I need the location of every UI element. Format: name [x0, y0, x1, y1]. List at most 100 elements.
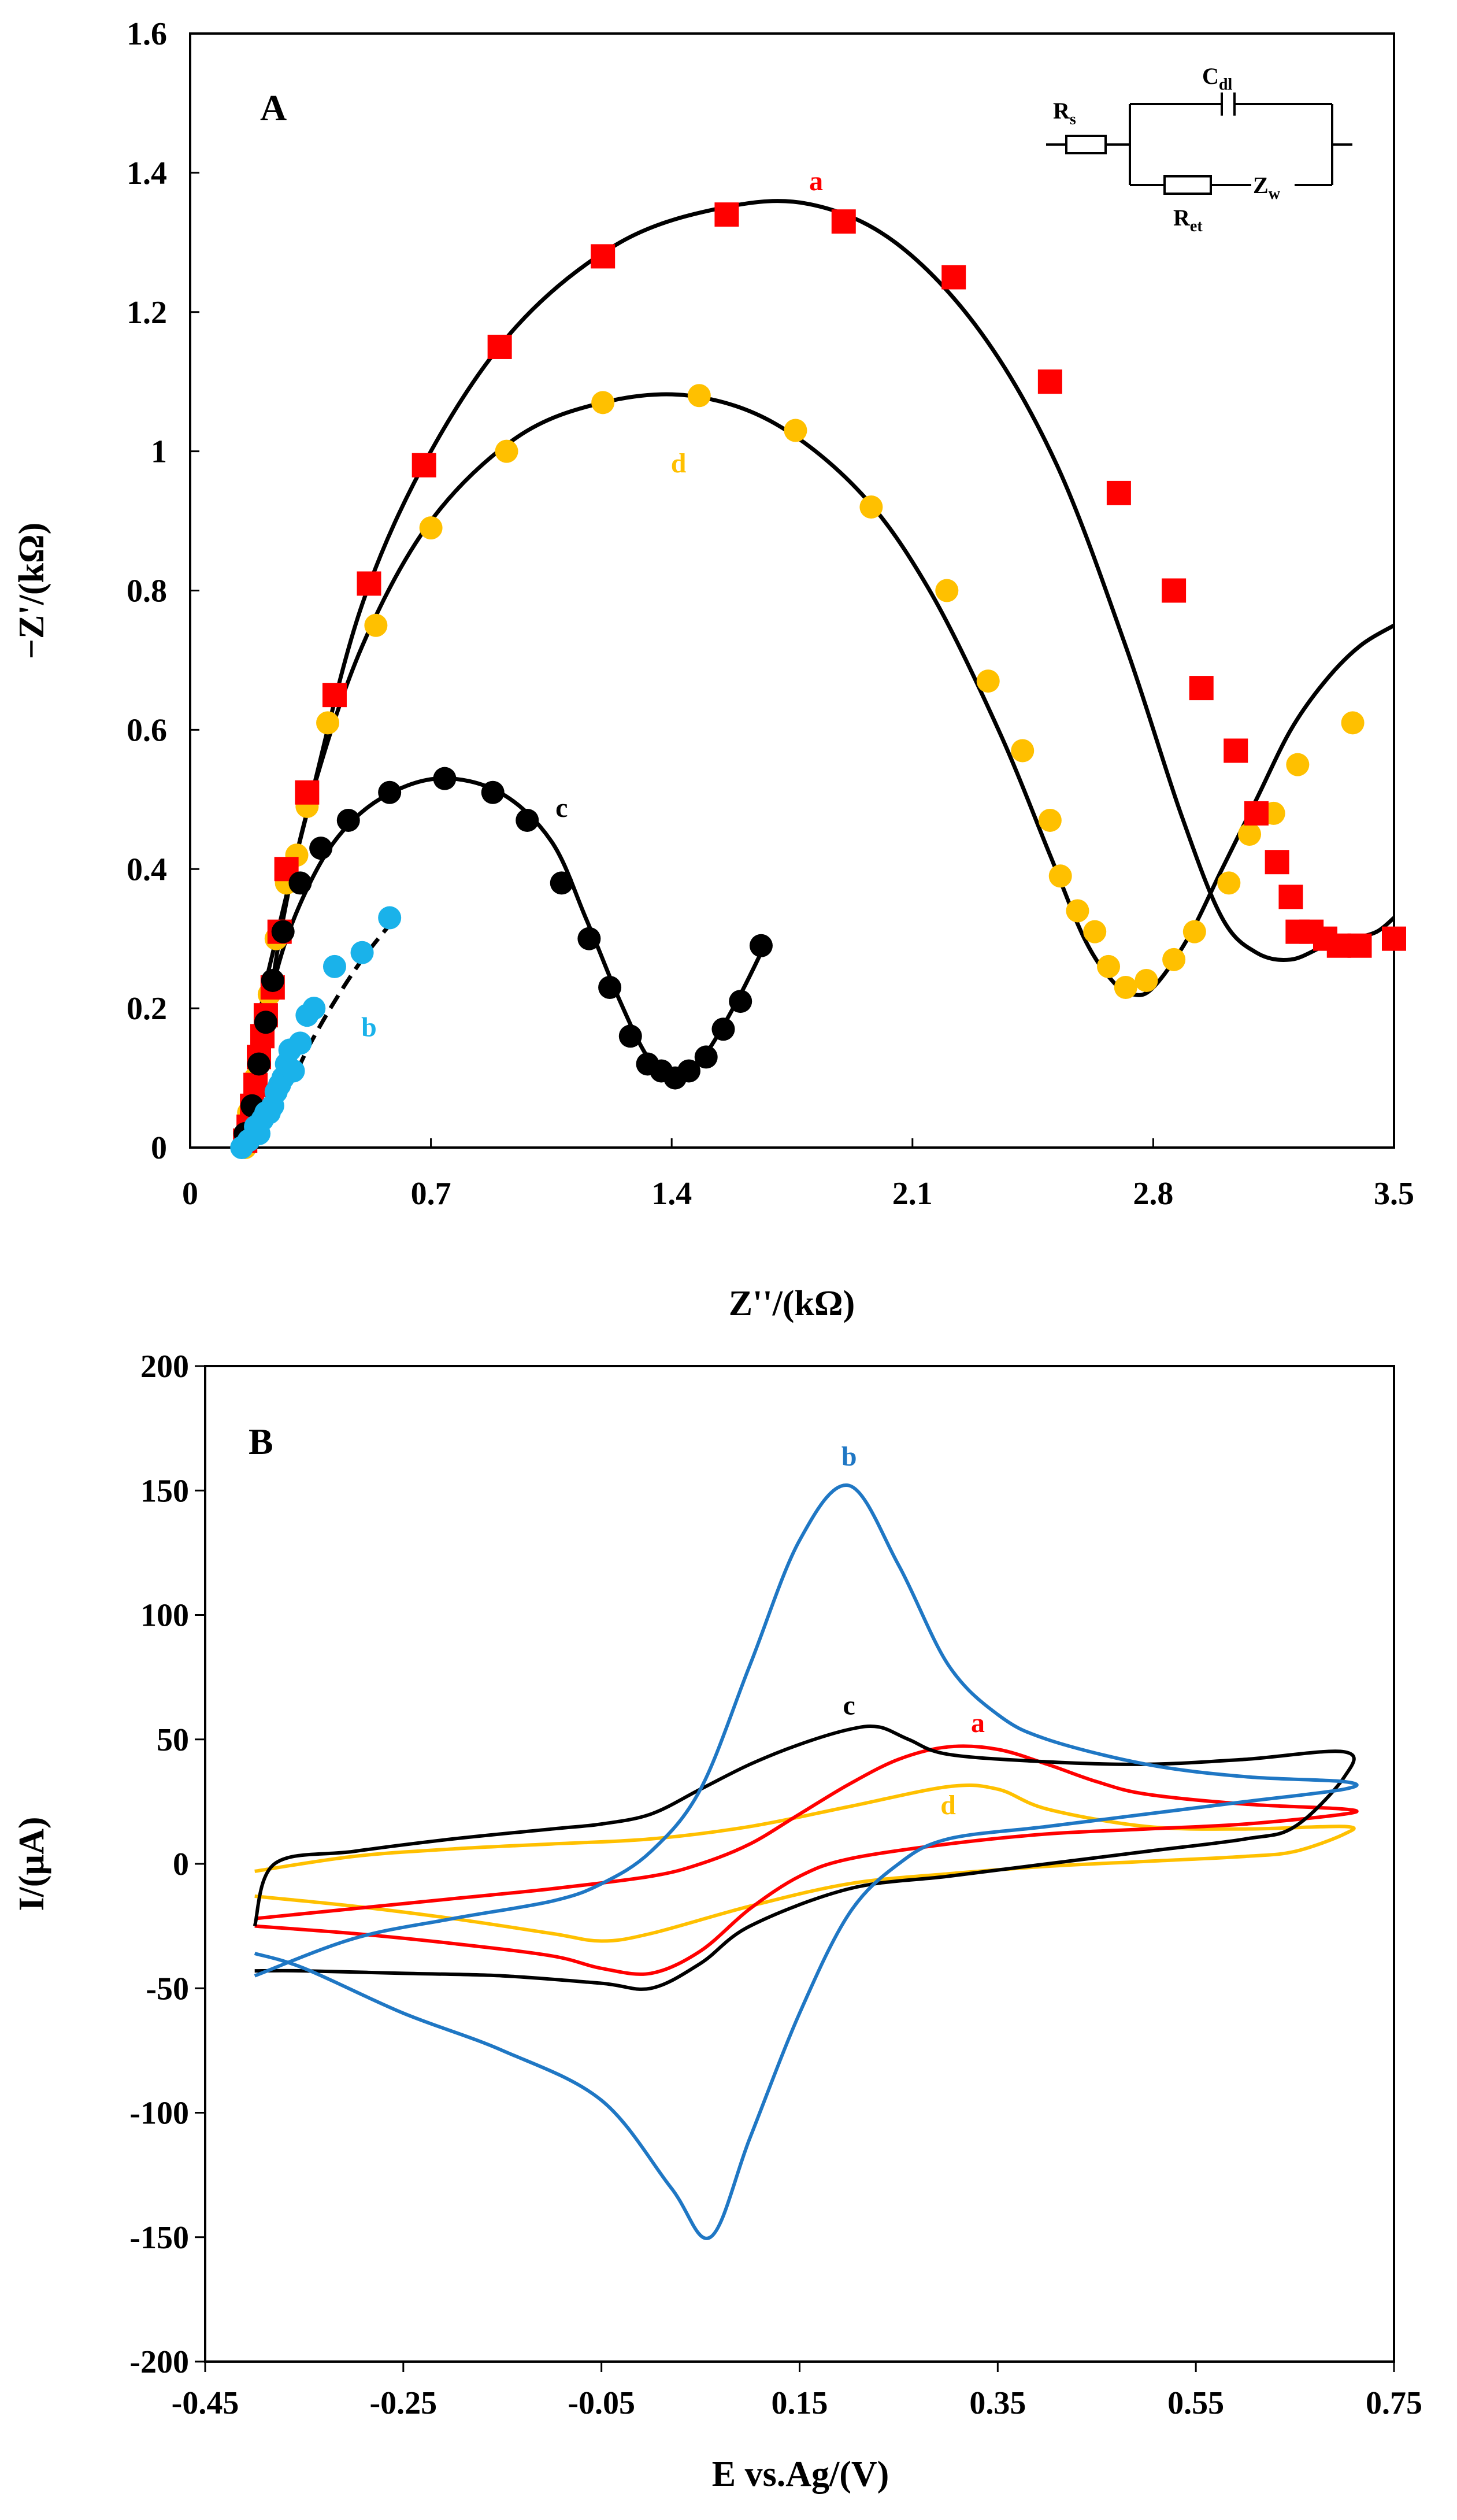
circuit-ret-main: R	[1173, 205, 1191, 231]
series-d-point	[859, 495, 883, 519]
series-d-point	[1286, 753, 1310, 776]
a-y-tick-label: 0.8	[127, 573, 167, 609]
series-d-point	[1341, 711, 1365, 735]
series-a-point	[714, 202, 739, 227]
series-d-point	[1217, 871, 1241, 895]
series-c-point	[433, 767, 457, 790]
impedance-panel: 0 0.2 0.4 0.6 0.8 1 1.2 1.4 1.6 0 0.7 1.4 2.1 2.8 3.5…	[12, 16, 1414, 1323]
a-y-tick-label: 1.4	[127, 156, 167, 191]
series-c-point	[288, 871, 312, 895]
series-c-point	[336, 808, 360, 832]
b-y-tick-label: 150	[140, 1473, 189, 1509]
b-y-tick-label: -100	[129, 2096, 189, 2132]
circuit-ret-sub: et	[1190, 217, 1203, 235]
series-b-point	[281, 1059, 305, 1083]
series-d-point	[591, 391, 615, 415]
resistor-rs-symbol	[1065, 135, 1107, 154]
series-a-label: a	[809, 166, 823, 197]
b-x-tick-label: 0.35	[969, 2385, 1026, 2421]
series-b-point	[350, 941, 374, 964]
b-y-tick-label: 0	[173, 1846, 189, 1882]
series-d-point	[495, 439, 518, 463]
cv-series-a-label: a	[971, 1708, 985, 1738]
series-c-point	[309, 837, 333, 860]
cv-curve-a	[254, 1744, 1359, 1976]
series-a-point	[831, 209, 856, 234]
series-d-point	[1038, 808, 1062, 832]
circuit-rs-sub: s	[1070, 110, 1076, 128]
series-a-point	[1189, 676, 1214, 701]
series-c-point	[577, 927, 601, 950]
series-d-point	[1097, 954, 1121, 978]
series-d-point	[1066, 899, 1089, 923]
panel-b-plot-frame	[204, 1365, 1395, 2363]
series-a-point	[295, 780, 320, 805]
panel-a-label: A	[260, 87, 287, 128]
series-a-point	[1244, 801, 1269, 826]
b-x-tick-label: -0.25	[370, 2385, 438, 2421]
series-a-point	[1106, 480, 1131, 505]
series-d-point	[1114, 975, 1137, 999]
b-y-tick-label: 100	[140, 1598, 189, 1634]
circuit-cdl-main: C	[1202, 63, 1219, 89]
b-y-tick-label: -150	[129, 2220, 189, 2256]
a-y-tick-label: 0.6	[127, 712, 167, 748]
series-a-point	[1382, 926, 1406, 951]
circuit-label-cdl: Cdl	[1202, 63, 1232, 94]
series-b-point	[322, 954, 346, 978]
series-d-point	[1011, 739, 1035, 763]
circuit-zw-sub: w	[1269, 185, 1281, 203]
series-a-point	[1037, 369, 1062, 394]
panel-b-label: B	[249, 1421, 273, 1462]
a-x-tick-label: 3.5	[1374, 1176, 1414, 1212]
panel-b-x-ticks: -0.45 -0.25 -0.05 0.15 0.35 0.55 0.75	[172, 2362, 1422, 2421]
series-a-point	[243, 1072, 268, 1097]
series-a-point	[1162, 578, 1187, 603]
series-c-point	[598, 975, 622, 999]
a-y-tick-label: 0.4	[127, 852, 167, 887]
series-c-point	[677, 1059, 700, 1083]
series-b-label: b	[361, 1012, 377, 1042]
panel-a-series-labels: a b c d	[361, 166, 823, 1042]
series-c-point	[481, 780, 505, 804]
series-a-point	[357, 571, 381, 596]
circuit-label-ret: Ret	[1173, 205, 1203, 235]
series-b-point	[302, 997, 326, 1020]
b-x-tick-label: 0.55	[1167, 2385, 1224, 2421]
series-c-point	[271, 920, 295, 943]
b-x-tick-label: -0.05	[568, 2385, 635, 2421]
cv-curve-c	[253, 1724, 1356, 1991]
panel-a-fit-curves	[246, 199, 1396, 1149]
series-c-point	[261, 968, 284, 992]
series-d-point	[1048, 864, 1072, 888]
series-a-point	[322, 683, 347, 708]
circuit-label-rs: Rs	[1053, 98, 1076, 128]
a-y-tick-label: 1.6	[127, 16, 167, 52]
series-a-point	[1326, 933, 1351, 958]
equivalent-circuit-diagram	[1046, 92, 1352, 195]
series-c-point	[550, 871, 573, 895]
series-c-point	[749, 934, 773, 957]
panel-a-x-axis-label: Z''/(kΩ)	[729, 1284, 855, 1323]
cv-series-c-label: c	[843, 1690, 855, 1721]
b-y-tick-label: -50	[146, 1971, 189, 2007]
series-d-point	[1182, 920, 1206, 943]
circuit-rs-main: R	[1053, 98, 1070, 124]
series-d-point	[687, 384, 711, 408]
series-d-point	[316, 711, 340, 735]
series-c-point	[247, 1052, 271, 1076]
series-c-point	[254, 1011, 277, 1034]
panel-a-x-ticks: 0 0.7 1.4 2.1 2.8 3.5	[182, 1138, 1414, 1212]
series-d-point	[1238, 823, 1262, 846]
a-x-tick-label: 0	[182, 1176, 198, 1212]
series-c-label: c	[555, 793, 568, 823]
series-d-point	[976, 669, 1000, 693]
series-a-point	[1265, 850, 1289, 875]
series-d-point	[1162, 948, 1186, 971]
panel-b-y-axis-label: I/(µA)	[12, 1816, 51, 1911]
series-a-point	[941, 265, 966, 290]
circuit-cdl-sub: dl	[1219, 76, 1233, 94]
series-a-point	[1347, 933, 1372, 958]
series-d-point	[364, 613, 388, 637]
